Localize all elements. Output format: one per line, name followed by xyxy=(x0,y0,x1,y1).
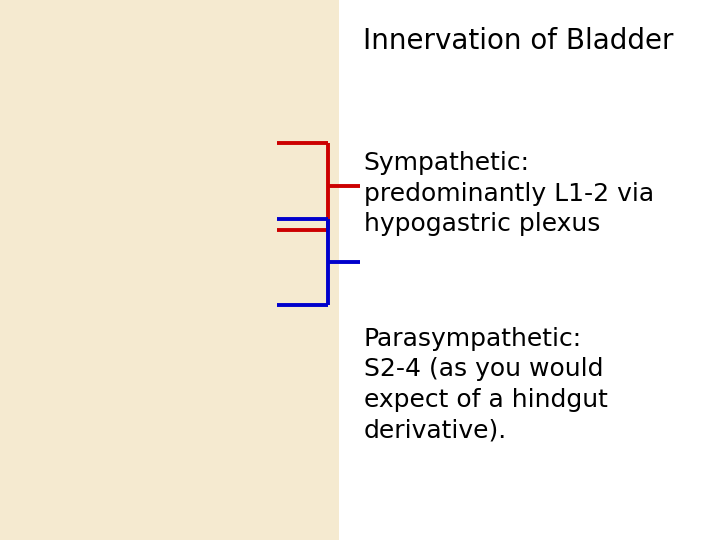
Text: Sympathetic:
predominantly L1-2 via
hypogastric plexus: Sympathetic: predominantly L1-2 via hypo… xyxy=(364,151,654,237)
Text: Innervation of Bladder: Innervation of Bladder xyxy=(363,27,674,55)
Bar xyxy=(0,0,339,540)
Text: Parasympathetic:
S2-4 (as you would
expect of a hindgut
derivative).: Parasympathetic: S2-4 (as you would expe… xyxy=(364,327,608,443)
Bar xyxy=(339,0,720,540)
